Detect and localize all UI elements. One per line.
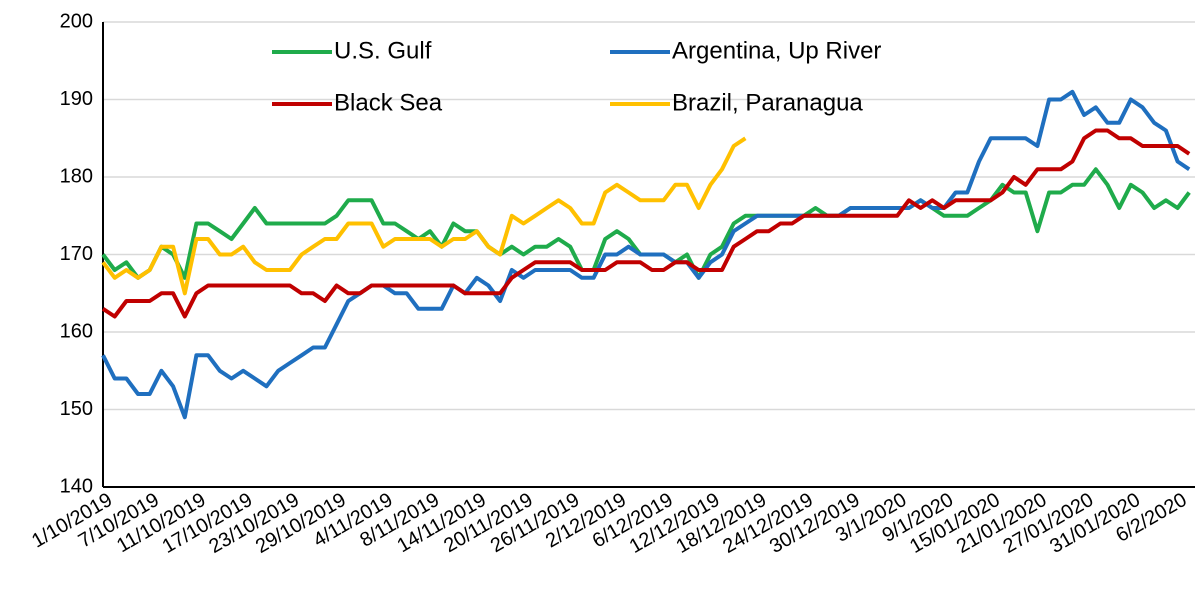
legend-label: Black Sea (334, 89, 443, 116)
y-tick-label: 200 (60, 10, 93, 32)
series-line (101, 89, 1191, 420)
legend-label: Argentina, Up River (672, 37, 881, 64)
y-tick-label: 170 (60, 243, 93, 265)
y-tick-label: 140 (60, 475, 93, 497)
y-tick-label: 150 (60, 398, 93, 420)
legend-label: U.S. Gulf (334, 37, 432, 64)
y-tick-label: 160 (60, 320, 93, 342)
series-line (101, 136, 747, 296)
y-tick-label: 190 (60, 88, 93, 110)
legend-label: Brazil, Paranagua (672, 89, 863, 116)
series-line (101, 128, 1191, 319)
y-tick-label: 180 (60, 165, 93, 187)
